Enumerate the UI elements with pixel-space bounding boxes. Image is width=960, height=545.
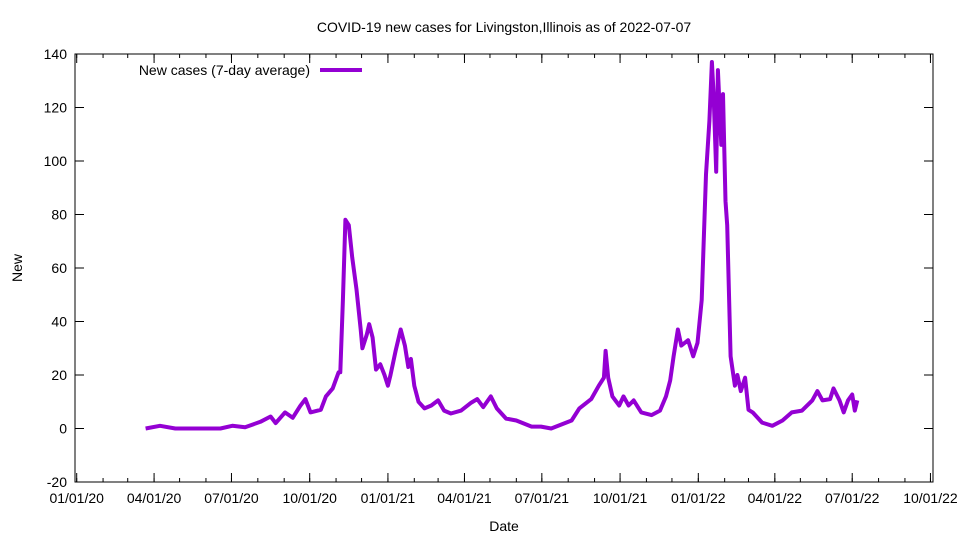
legend: New cases (7-day average)	[139, 62, 362, 78]
x-tick-label: 10/01/22	[903, 490, 958, 506]
y-tick-label: 140	[44, 46, 68, 62]
axis-ticks: -20 0 20 40 60 80 100 120 140 01/01/20 04/01/20 07/…	[44, 46, 958, 506]
x-tick-label: 01/01/22	[671, 490, 726, 506]
x-tick-label: 04/01/21	[437, 490, 492, 506]
x-tick-label: 07/01/21	[515, 490, 570, 506]
y-tick-label: 40	[51, 314, 67, 330]
y-tick-label: 0	[59, 421, 67, 437]
plot-frame	[74, 53, 934, 483]
y-axis-label: New	[9, 253, 25, 282]
x-tick-label: 07/01/22	[825, 490, 880, 506]
x-tick-label: 10/01/20	[282, 490, 337, 506]
series-line	[145, 60, 860, 431]
y-tick-label: 60	[51, 260, 67, 276]
x-tick-label: 01/01/21	[361, 490, 416, 506]
x-axis-label: Date	[489, 518, 519, 534]
y-tick-label: 80	[51, 207, 67, 223]
x-tick-label: 07/01/20	[204, 490, 259, 506]
x-tick-label: 04/01/20	[127, 490, 182, 506]
chart-title: COVID-19 new cases for Livingston,Illino…	[317, 19, 692, 35]
x-tick-label: 04/01/22	[748, 490, 803, 506]
y-tick-label: 120	[44, 100, 68, 116]
y-tick-label: 20	[51, 367, 67, 383]
x-tick-label: 10/01/21	[593, 490, 648, 506]
y-tick-label: 100	[44, 153, 68, 169]
x-tick-label: 01/01/20	[49, 490, 104, 506]
series-layer	[145, 60, 860, 431]
legend-label: New cases (7-day average)	[139, 62, 310, 78]
y-tick-label: -20	[47, 474, 67, 490]
